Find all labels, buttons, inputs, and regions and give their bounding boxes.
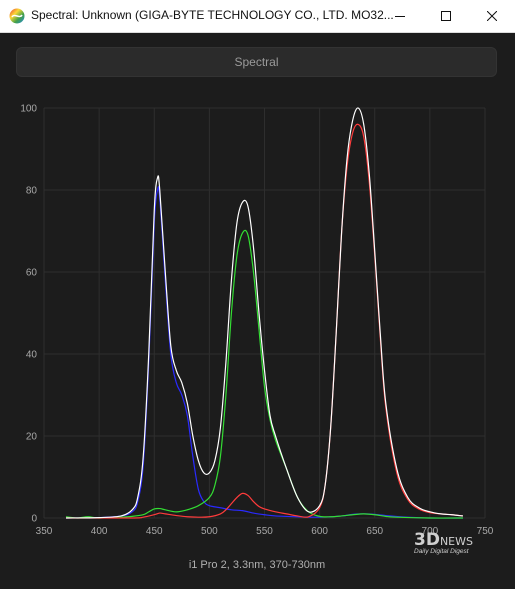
title-bar: Spectral: Unknown (GIGA-BYTE TECHNOLOGY … (0, 0, 515, 33)
minimize-button[interactable] (377, 0, 423, 32)
x-tick-label: 650 (366, 526, 383, 537)
x-tick-label: 550 (256, 526, 273, 537)
y-tick-label: 100 (20, 104, 37, 115)
x-axis-label: i1 Pro 2, 3.3nm, 370-730nm (189, 559, 325, 571)
app-spectrum-icon (9, 8, 25, 24)
close-icon (487, 11, 497, 21)
x-tick-label: 400 (91, 526, 108, 537)
window-title: Spectral: Unknown (GIGA-BYTE TECHNOLOGY … (31, 8, 394, 22)
watermark-main: 3D (414, 530, 440, 550)
x-tick-label: 600 (311, 526, 328, 537)
y-tick-label: 80 (26, 186, 38, 197)
x-axis-ticks: 350 400 450 500 550 600 650 700 750 (36, 526, 494, 537)
watermark-logo: 3DNEWS Daily Digital Digest (414, 530, 473, 555)
x-tick-label: 350 (36, 526, 53, 537)
y-tick-label: 0 (31, 514, 37, 525)
maximize-button[interactable] (423, 0, 469, 32)
x-tick-label: 750 (477, 526, 494, 537)
panel-header: Spectral (16, 47, 497, 77)
chart-series (65, 107, 464, 519)
minimize-icon (395, 16, 405, 17)
x-tick-label: 450 (146, 526, 163, 537)
watermark-sub: Daily Digital Digest (414, 548, 469, 555)
x-tick-label: 700 (422, 526, 439, 537)
x-tick-label: 500 (201, 526, 218, 537)
y-tick-label: 20 (26, 432, 38, 443)
spectral-chart: 0 20 40 60 80 100 350 400 450 500 550 600 650 700 750… (20, 104, 494, 572)
watermark-news: NEWS (439, 535, 473, 548)
y-tick-label: 40 (26, 350, 38, 361)
y-tick-label: 60 (26, 268, 38, 279)
green-series-line (65, 229, 463, 519)
maximize-icon (441, 11, 451, 21)
chart-grid (43, 107, 486, 519)
white-series-line (66, 107, 464, 519)
y-axis-ticks: 0 20 40 60 80 100 (20, 104, 37, 525)
close-button[interactable] (469, 0, 515, 32)
